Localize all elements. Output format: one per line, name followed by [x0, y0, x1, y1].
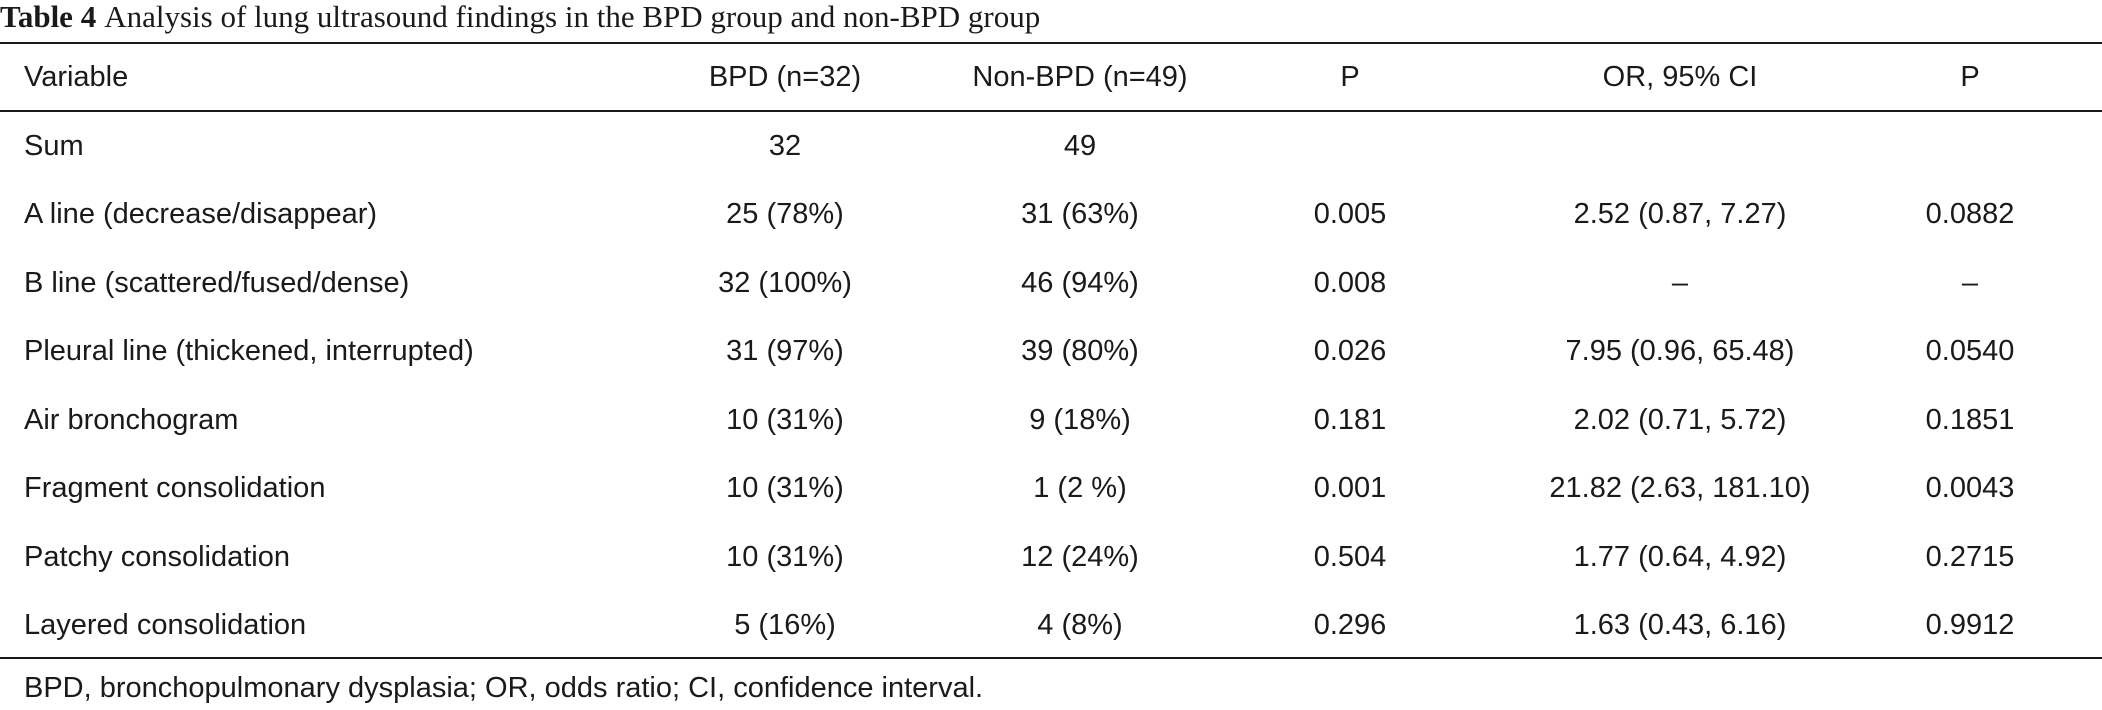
cell-variable: B line (scattered/fused/dense) [24, 266, 410, 299]
cell-non-bpd: 39 (80%) [1021, 335, 1139, 368]
column-header-p-or: P [1960, 60, 1980, 93]
cell-bpd: 10 (31%) [726, 403, 844, 436]
table-row: Air bronchogram 10 (31%) 9 (18%) 0.181 2… [0, 386, 2102, 455]
cell-bpd: 31 (97%) [726, 335, 844, 368]
cell-bpd: 10 (31%) [726, 540, 844, 573]
cell-or-ci: 1.63 (0.43, 6.16) [1573, 609, 1787, 642]
table-row: Fragment consolidation 10 (31%) 1 (2 %) … [0, 455, 2102, 524]
cell-p: 0.026 [1313, 335, 1387, 368]
cell-non-bpd: 4 (8%) [1037, 609, 1123, 642]
cell-bpd: 32 [768, 129, 802, 162]
cell-non-bpd: 12 (24%) [1021, 540, 1139, 573]
cell-bpd: 32 (100%) [718, 266, 852, 299]
cell-p-or: – [1961, 266, 1979, 299]
cell-variable: Pleural line (thickened, interrupted) [24, 335, 474, 368]
column-header-p: P [1340, 60, 1360, 93]
cell-p: 0.001 [1313, 472, 1387, 505]
column-header-or-ci: OR, 95% CI [1602, 60, 1758, 93]
bottom-rule [0, 657, 2102, 659]
cell-or-ci: 2.02 (0.71, 5.72) [1573, 403, 1787, 436]
table-caption-text: Analysis of lung ultrasound findings in … [104, 0, 1041, 34]
cell-p-or: 0.9912 [1925, 609, 2015, 642]
table-row: A line (decrease/disappear) 25 (78%) 31 … [0, 181, 2102, 250]
cell-p: 0.008 [1313, 266, 1387, 299]
table-row: Sum 32 49 [0, 112, 2102, 181]
column-header-variable: Variable [24, 60, 129, 93]
cell-non-bpd: 9 (18%) [1029, 403, 1131, 436]
cell-or-ci: 21.82 (2.63, 181.10) [1549, 472, 1811, 505]
table-header: Variable BPD (n=32) Non-BPD (n=49) P OR,… [0, 43, 2102, 112]
table-caption: Table 4 Analysis of lung ultrasound findi… [0, 0, 1040, 40]
cell-p: 0.296 [1313, 609, 1387, 642]
cell-bpd: 25 (78%) [726, 198, 844, 231]
table-row: B line (scattered/fused/dense) 32 (100%)… [0, 249, 2102, 318]
column-header-non-bpd: Non-BPD (n=49) [972, 60, 1188, 93]
cell-or-ci: – [1671, 266, 1689, 299]
cell-non-bpd: 46 (94%) [1021, 266, 1139, 299]
table-row: Pleural line (thickened, interrupted) 31… [0, 318, 2102, 387]
cell-p [1250, 112, 1450, 181]
cell-variable: Air bronchogram [24, 403, 239, 436]
cell-variable: Sum [24, 129, 84, 162]
table-row: Patchy consolidation 10 (31%) 12 (24%) 0… [0, 523, 2102, 592]
cell-p-or: 0.0043 [1925, 472, 2015, 505]
cell-p: 0.005 [1313, 198, 1387, 231]
table-footnote: BPD, bronchopulmonary dysplasia; OR, odd… [24, 672, 984, 704]
top-rule [0, 42, 2102, 44]
header-rule [0, 110, 2102, 112]
cell-non-bpd: 49 [1063, 129, 1097, 162]
cell-non-bpd: 31 (63%) [1021, 198, 1139, 231]
cell-or-ci: 2.52 (0.87, 7.27) [1573, 198, 1787, 231]
cell-p: 0.181 [1313, 403, 1387, 436]
cell-or-ci [1470, 112, 1890, 181]
cell-p-or: 0.0882 [1925, 198, 2015, 231]
cell-p-or: 0.1851 [1925, 403, 2015, 436]
table-caption-label: Table 4 [0, 0, 97, 34]
cell-bpd: 10 (31%) [726, 472, 844, 505]
cell-variable: A line (decrease/disappear) [24, 198, 378, 231]
cell-p-or: 0.0540 [1925, 335, 2015, 368]
table-body: Sum 32 49 A line (decrease/disappear) 25… [0, 112, 2102, 660]
cell-p-or: 0.2715 [1925, 540, 2015, 573]
cell-non-bpd: 1 (2 %) [1033, 472, 1127, 505]
cell-p: 0.504 [1313, 540, 1387, 573]
cell-p-or [1880, 112, 2060, 181]
cell-variable: Layered consolidation [24, 609, 307, 642]
cell-variable: Fragment consolidation [24, 472, 326, 505]
column-header-bpd: BPD (n=32) [708, 60, 862, 93]
cell-bpd: 5 (16%) [734, 609, 836, 642]
table-row: Layered consolidation 5 (16%) 4 (8%) 0.2… [0, 592, 2102, 661]
header-row: Variable BPD (n=32) Non-BPD (n=49) P OR,… [0, 43, 2102, 112]
cell-variable: Patchy consolidation [24, 540, 290, 573]
cell-or-ci: 1.77 (0.64, 4.92) [1573, 540, 1787, 573]
cell-or-ci: 7.95 (0.96, 65.48) [1565, 335, 1795, 368]
